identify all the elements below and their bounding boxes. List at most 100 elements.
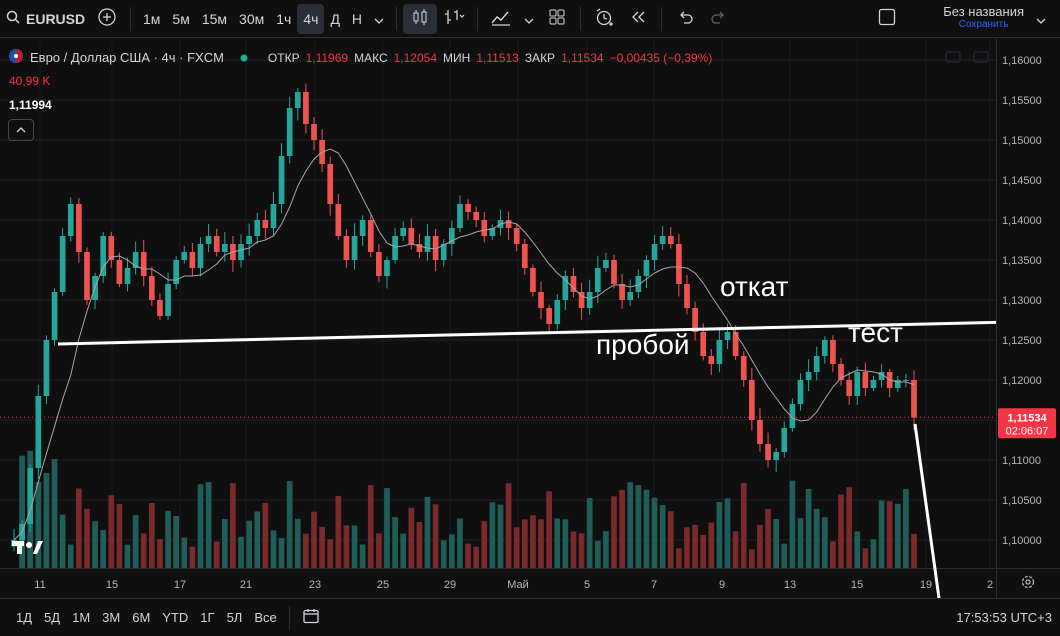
annotation-test: тест <box>848 317 903 348</box>
ma-value: 1,11994 <box>9 98 52 112</box>
square-icon <box>878 8 896 29</box>
volume-bar <box>846 487 852 568</box>
candle-body <box>611 260 617 284</box>
layout-name[interactable]: Без названия Сохранить <box>943 4 1024 30</box>
separator <box>396 6 398 31</box>
indicators-dropdown[interactable] <box>518 0 540 38</box>
open-value: 1,11969 <box>305 50 349 65</box>
candle-body <box>449 228 455 244</box>
undo-button[interactable] <box>668 0 702 38</box>
interval-day[interactable]: Д <box>330 10 340 27</box>
chart-settings-button[interactable] <box>1018 574 1038 594</box>
candles-type-button[interactable] <box>403 3 438 34</box>
y-tick-label: 1,12500 <box>1002 335 1042 347</box>
volume-bar <box>765 508 771 568</box>
range-1m[interactable]: 1М <box>72 610 91 625</box>
candle-body <box>594 268 601 292</box>
layout-dropdown[interactable] <box>1030 0 1052 38</box>
high-label: МАКС <box>354 50 388 65</box>
alert-button[interactable] <box>587 0 621 38</box>
layout-grid-button[interactable] <box>540 0 574 38</box>
compare-symbol-button[interactable] <box>90 0 124 38</box>
volume-bar <box>335 495 342 568</box>
volume-bar <box>51 458 58 568</box>
range-5d[interactable]: 5Д <box>44 610 61 625</box>
separator <box>130 6 131 31</box>
last-price-badge <box>998 408 1056 439</box>
go-to-date-button[interactable] <box>296 607 326 628</box>
bar-type-button[interactable] <box>437 0 471 38</box>
volume-bar <box>692 524 698 568</box>
intervals-dropdown[interactable] <box>368 0 390 38</box>
x-tick-label: 23 <box>309 579 321 591</box>
bar-chart-icon <box>443 7 465 30</box>
range-ytd[interactable]: YTD <box>162 610 189 625</box>
interval-1m[interactable]: 1м <box>143 10 161 27</box>
volume-bar <box>181 537 188 568</box>
close-label: ЗАКР <box>524 50 556 65</box>
indicators-button[interactable] <box>484 0 518 38</box>
x-tick-label: 5 <box>584 579 590 591</box>
collapse-legend-button[interactable] <box>8 119 34 141</box>
volume-bar <box>789 480 796 568</box>
volume-bar <box>619 489 625 568</box>
candle-body <box>343 236 350 260</box>
interval-4h[interactable]: 4ч <box>297 3 325 34</box>
candle-body <box>813 356 820 372</box>
alarm-clock-icon <box>594 7 614 30</box>
candle-body <box>554 300 561 324</box>
interval-1h[interactable]: 1ч <box>276 10 292 27</box>
candle-body <box>854 372 861 396</box>
range-3m[interactable]: 3М <box>102 610 121 625</box>
y-tick-label: 1,15500 <box>1002 95 1042 107</box>
volume-bar <box>311 511 317 568</box>
layout-checkbox[interactable] <box>876 0 898 38</box>
candle-body <box>708 356 715 364</box>
candle-body <box>124 268 131 284</box>
candle-body <box>84 252 90 300</box>
symbol-search[interactable]: EURUSD <box>0 0 90 38</box>
range-1y[interactable]: 1Г <box>200 610 215 625</box>
clock-timezone[interactable]: 17:53:53 UTC+3 <box>956 610 1052 625</box>
x-tick-label: 11 <box>34 579 45 591</box>
volume-bar <box>773 519 779 568</box>
separator <box>288 605 290 630</box>
volume-bar <box>59 514 66 568</box>
volume-bar <box>432 504 439 568</box>
interval-30m[interactable]: 30м <box>239 10 265 27</box>
volume-bar <box>189 546 196 568</box>
volume-bar <box>805 488 812 568</box>
range-all[interactable]: Все <box>254 610 277 625</box>
candle-body <box>635 276 642 292</box>
replay-button[interactable] <box>621 0 655 38</box>
range-6m[interactable]: 6М <box>132 610 151 625</box>
redo-button[interactable] <box>702 0 736 38</box>
interval-week[interactable]: Н <box>351 10 363 27</box>
price-chart[interactable]: 1,16000 1,15500 1,15000 1,14500 1,14000 1,135… <box>0 38 1060 598</box>
candle-body <box>116 260 123 284</box>
tradingview-logo <box>12 541 43 554</box>
range-5y[interactable]: 5Л <box>226 610 243 625</box>
separator <box>477 6 479 31</box>
candle-body <box>181 252 188 260</box>
volume-bar <box>757 524 763 568</box>
chevron-down-icon <box>374 11 384 27</box>
volume-bar <box>67 544 74 568</box>
candle-body <box>457 204 463 228</box>
chevron-down-icon <box>524 11 534 27</box>
candle-body <box>894 380 901 388</box>
candle-body <box>513 228 520 244</box>
annotation-breakout: пробой <box>596 329 690 360</box>
volume-bar <box>911 533 917 568</box>
candle-body <box>416 244 423 252</box>
last-price-label: 1,11534 <box>1007 412 1047 424</box>
y-tick-label: 1,13500 <box>1002 255 1042 267</box>
candle-body <box>586 292 593 308</box>
interval-5m[interactable]: 5м <box>172 10 190 27</box>
range-1d[interactable]: 1Д <box>16 610 33 625</box>
candle-body <box>578 292 585 308</box>
interval-15m[interactable]: 15м <box>201 10 228 27</box>
candle-body <box>692 308 698 332</box>
chart-legend: Евро / Доллар США · 4ч · FXCM ОТКР 1,1196… <box>8 48 712 67</box>
candle-body <box>43 340 50 396</box>
